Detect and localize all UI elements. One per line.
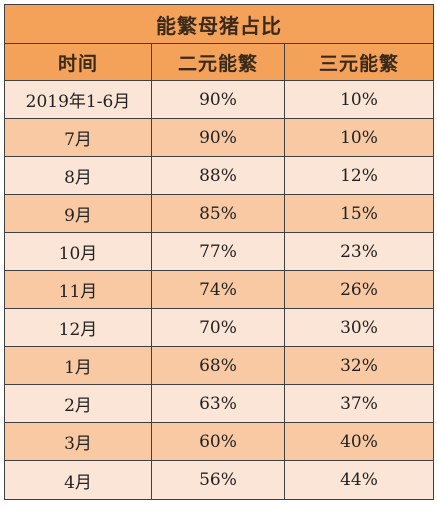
cell-ternary: 32% [283, 346, 435, 385]
column-header-binary-sow: 二元能繁 [151, 43, 285, 81]
cell-binary: 74% [151, 270, 285, 309]
column-header-time: 时间 [4, 43, 152, 81]
sow-ratio-table: 能繁母猪占比 时间 二元能繁 三元能繁 2019年1-6月 90% 10% 7月… [3, 4, 435, 500]
cell-binary: 68% [151, 346, 285, 385]
cell-period: 12月 [4, 308, 152, 347]
cell-ternary: 10% [283, 80, 435, 119]
cell-ternary: 15% [283, 194, 435, 233]
table-row: 9月 85% 15% [4, 194, 435, 233]
cell-ternary: 10% [283, 118, 435, 157]
table-row: 11月 74% 26% [4, 270, 435, 309]
cell-period: 1月 [4, 346, 152, 385]
cell-period: 11月 [4, 270, 152, 309]
cell-ternary: 44% [283, 460, 435, 500]
table-row: 8月 88% 12% [4, 156, 435, 195]
cell-ternary: 40% [283, 422, 435, 461]
table-title-row: 能繁母猪占比 [3, 4, 435, 44]
column-header-ternary-sow: 三元能繁 [283, 43, 435, 81]
table-row: 10月 77% 23% [4, 232, 435, 271]
cell-ternary: 30% [283, 308, 435, 347]
table-row: 2月 63% 37% [4, 384, 435, 423]
cell-binary: 85% [151, 194, 285, 233]
cell-period: 4月 [4, 460, 152, 500]
table-title: 能繁母猪占比 [3, 4, 435, 44]
cell-binary: 70% [151, 308, 285, 347]
table-row: 2019年1-6月 90% 10% [4, 80, 435, 119]
cell-period: 9月 [4, 194, 152, 233]
table-row: 12月 70% 30% [4, 308, 435, 347]
cell-period: 8月 [4, 156, 152, 195]
table-row: 4月 56% 44% [4, 460, 435, 500]
cell-period: 3月 [4, 422, 152, 461]
cell-period: 10月 [4, 232, 152, 271]
cell-period: 7月 [4, 118, 152, 157]
cell-binary: 77% [151, 232, 285, 271]
column-header-row: 时间 二元能繁 三元能繁 [4, 43, 435, 81]
table-container: 能繁母猪占比 时间 二元能繁 三元能繁 2019年1-6月 90% 10% 7月… [3, 4, 435, 500]
cell-binary: 90% [151, 80, 285, 119]
table-row: 7月 90% 10% [4, 118, 435, 157]
cell-ternary: 12% [283, 156, 435, 195]
cell-binary: 60% [151, 422, 285, 461]
cell-ternary: 26% [283, 270, 435, 309]
cell-binary: 90% [151, 118, 285, 157]
table-row: 3月 60% 40% [4, 422, 435, 461]
table-row: 1月 68% 32% [4, 346, 435, 385]
cell-period: 2月 [4, 384, 152, 423]
cell-ternary: 23% [283, 232, 435, 271]
cell-binary: 56% [151, 460, 285, 500]
cell-ternary: 37% [283, 384, 435, 423]
cell-binary: 63% [151, 384, 285, 423]
cell-period: 2019年1-6月 [4, 80, 152, 119]
cell-binary: 88% [151, 156, 285, 195]
